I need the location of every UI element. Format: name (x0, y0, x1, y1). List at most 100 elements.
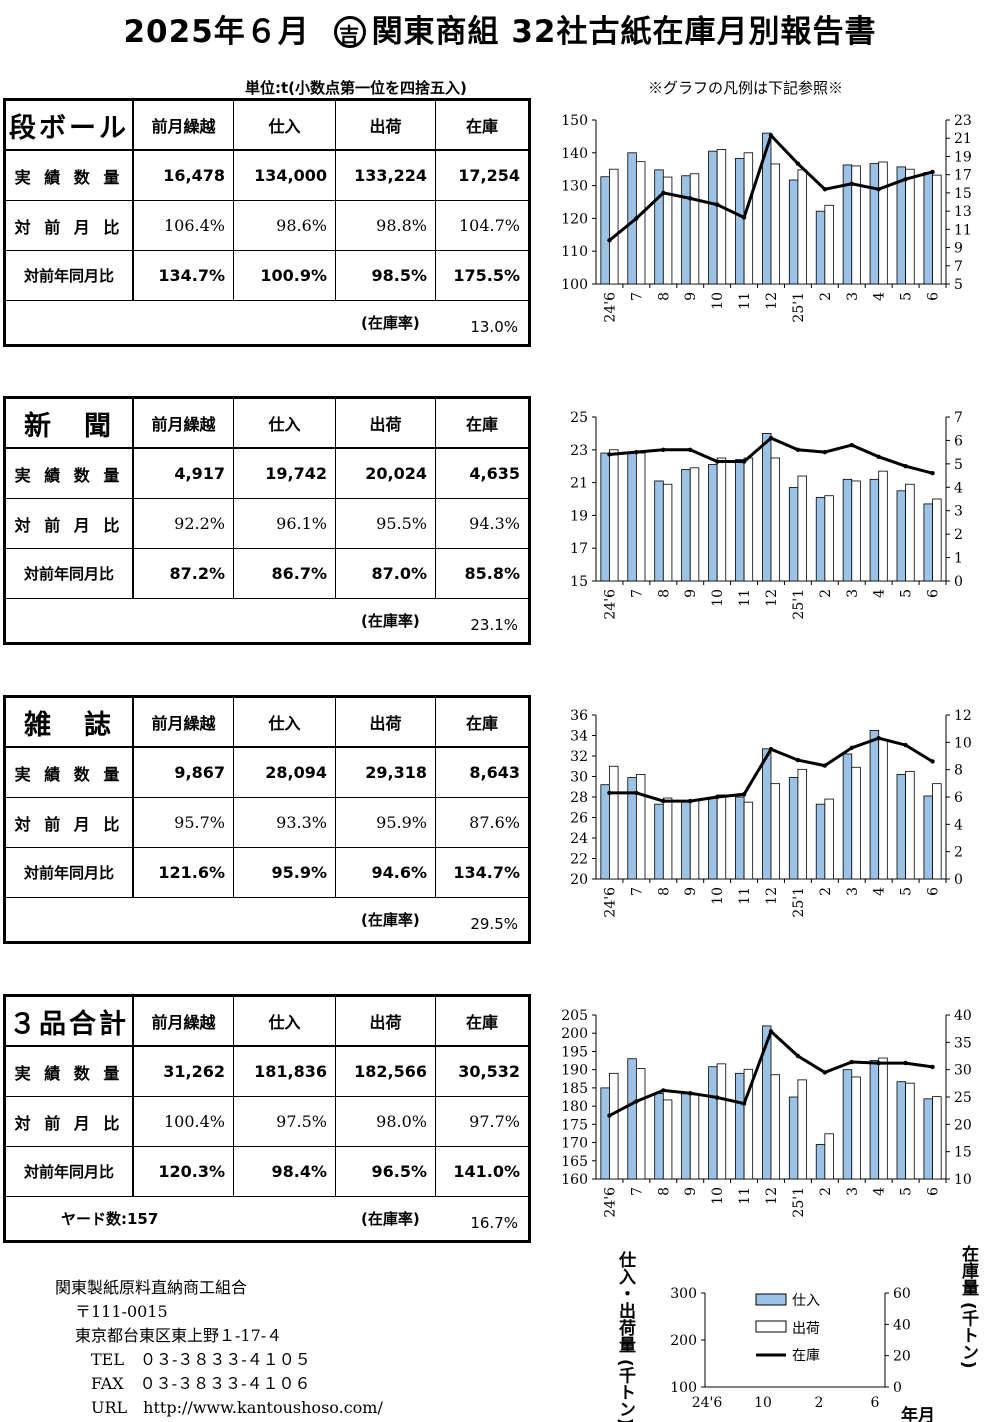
bar-out (689, 1094, 700, 1180)
stock-point (930, 759, 935, 764)
bar-in (681, 800, 691, 880)
legend-label-in: 仕入 (792, 1293, 820, 1309)
right-tick-label: 11 (954, 222, 972, 238)
bar-in (788, 777, 799, 880)
stock-point (876, 736, 881, 741)
right-tick-label: 20 (954, 1117, 972, 1133)
table-row-rate: (在庫率) 29.5% (6, 898, 528, 941)
chart-total: 1601651701751801851901952002051015202530… (561, 1008, 972, 1218)
page-title: 2025年６月 吉関東商組 32社古紙在庫月別報告書 (0, 6, 1000, 52)
table-cell: 87.2% (134, 549, 234, 598)
stock-point (849, 442, 854, 448)
x-tick-label: 4 (872, 589, 888, 598)
bar-in (896, 166, 907, 285)
right-tick-label: 7 (954, 259, 963, 275)
left-tick-label: 26 (570, 811, 588, 827)
legend-right-tick-label: 20 (893, 1349, 911, 1365)
x-tick-label: 12 (764, 1187, 780, 1205)
bar-out (905, 168, 915, 285)
legend-right-tick-label: 40 (893, 1317, 911, 1333)
table-row-yoy: 対前年同月比 134.7% 100.9% 98.5% 175.5% (6, 251, 528, 301)
x-tick-label: 2 (818, 1187, 834, 1196)
row-label: 実 績 数 量 (6, 1047, 134, 1096)
bar-in (600, 784, 610, 880)
bar-out (635, 774, 646, 880)
bar-out (689, 173, 700, 285)
table-cell: 121.6% (134, 848, 234, 897)
stock-point (714, 794, 720, 800)
bar-out (662, 176, 673, 285)
bar-out (851, 165, 861, 285)
stock-point (768, 1029, 774, 1034)
table-cell: 16,478 (134, 151, 234, 200)
table-cell: 96.5% (336, 1147, 436, 1196)
bar-out (635, 452, 646, 582)
bar-in (923, 503, 933, 582)
left-tick-label: 190 (561, 1063, 588, 1079)
x-tick-label: 2 (818, 292, 834, 301)
bar-out (770, 457, 781, 582)
table-section-1: 新 聞前月繰越 仕入 出荷 在庫実 績 数 量 4,917 19,742 20,024 4,6… (3, 396, 531, 645)
stock-point (903, 177, 908, 182)
bar-out (716, 457, 727, 582)
table-cell: 95.7% (134, 798, 234, 847)
table-cell: 8,643 (469, 763, 520, 782)
table-cell: 94.6% (336, 848, 436, 897)
x-tick-label: 10 (710, 887, 726, 905)
table-cell: 4,635 (469, 464, 520, 483)
bar-in (654, 803, 664, 880)
table-cell: 85.8% (464, 564, 520, 583)
bar-out (770, 1074, 781, 1180)
table-cell: 4,917 (134, 449, 234, 498)
table-header-row: 新 聞前月繰越 仕入 出荷 在庫 (6, 399, 528, 449)
stock-point (903, 1060, 908, 1066)
bar-in (869, 1060, 880, 1180)
table-cell: 93.3% (234, 798, 336, 847)
legend-left-tick-label: 200 (670, 1333, 697, 1349)
x-tick-label: 5 (899, 1187, 915, 1196)
x-tick-label: 8 (656, 1187, 672, 1196)
table-row-yoy: 対前年同月比 87.2% 86.7% 87.0% 85.8% (6, 549, 528, 599)
header-out: 出荷 (336, 698, 436, 746)
x-tick-label: 8 (656, 589, 672, 598)
bar-in (815, 803, 826, 880)
bar-out (932, 783, 942, 880)
table-cell: 106.4% (134, 201, 234, 250)
bar-in (735, 1072, 745, 1180)
left-tick-label: 20 (570, 872, 588, 888)
x-tick-label: 25'1 (791, 887, 807, 918)
row-label: 対 前 月 比 (6, 1097, 134, 1146)
bar-out (743, 1068, 754, 1180)
stock-point (634, 449, 639, 455)
stock-point (607, 238, 612, 243)
x-tick-label: 9 (683, 1187, 699, 1196)
bar-in (600, 176, 610, 285)
x-tick-label: 9 (683, 887, 699, 896)
left-tick-label: 36 (570, 708, 588, 724)
table-row-mom: 対 前 月 比 92.2% 96.1% 95.5% 94.3% (6, 499, 528, 549)
x-tick-label: 4 (872, 887, 888, 896)
left-tick-label: 160 (561, 1172, 588, 1188)
stock-point (849, 745, 854, 750)
left-tick-label: 15 (570, 574, 588, 590)
x-tick-label: 10 (710, 292, 726, 310)
left-tick-label: 32 (570, 749, 588, 765)
stock-rate-value: 16.7% (470, 1213, 518, 1232)
legend-left-tick-label: 300 (670, 1286, 697, 1302)
table-row-rate: ヤード数:157 (在庫率) 16.7% (6, 1197, 528, 1240)
bar-out (878, 1057, 888, 1180)
table-cell: 120.3% (134, 1147, 234, 1196)
bar-out (797, 475, 807, 582)
table-cell: 100.4% (134, 1097, 234, 1146)
bar-in (896, 1081, 907, 1180)
bar-out (824, 798, 834, 880)
url-link[interactable]: URL http://www.kantoushoso.com/ (91, 1398, 383, 1417)
x-tick-label: 2 (818, 887, 834, 896)
bar-out (609, 449, 619, 582)
x-tick-label: 12 (764, 292, 780, 310)
x-tick-label: 24'6 (602, 589, 618, 620)
stock-rate-label: (在庫率) (361, 314, 420, 332)
bar-out (743, 801, 754, 880)
bar-out (635, 1068, 646, 1180)
